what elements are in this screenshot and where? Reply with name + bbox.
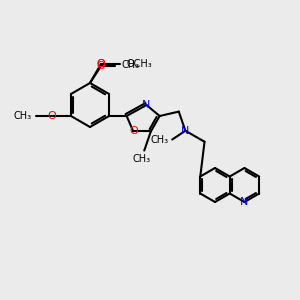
Text: CH₃: CH₃ bbox=[150, 134, 168, 145]
Text: OCH₃: OCH₃ bbox=[126, 59, 152, 69]
Text: O: O bbox=[97, 61, 105, 71]
Text: CH₃: CH₃ bbox=[132, 154, 150, 164]
Text: O: O bbox=[129, 126, 138, 136]
Text: CH₃: CH₃ bbox=[13, 111, 32, 121]
Text: O: O bbox=[47, 111, 56, 121]
Text: N: N bbox=[181, 126, 190, 136]
Text: O: O bbox=[97, 59, 105, 69]
Text: N: N bbox=[142, 100, 151, 110]
Text: N: N bbox=[240, 197, 249, 207]
Text: O: O bbox=[97, 59, 105, 69]
Text: CH₃: CH₃ bbox=[121, 60, 139, 70]
